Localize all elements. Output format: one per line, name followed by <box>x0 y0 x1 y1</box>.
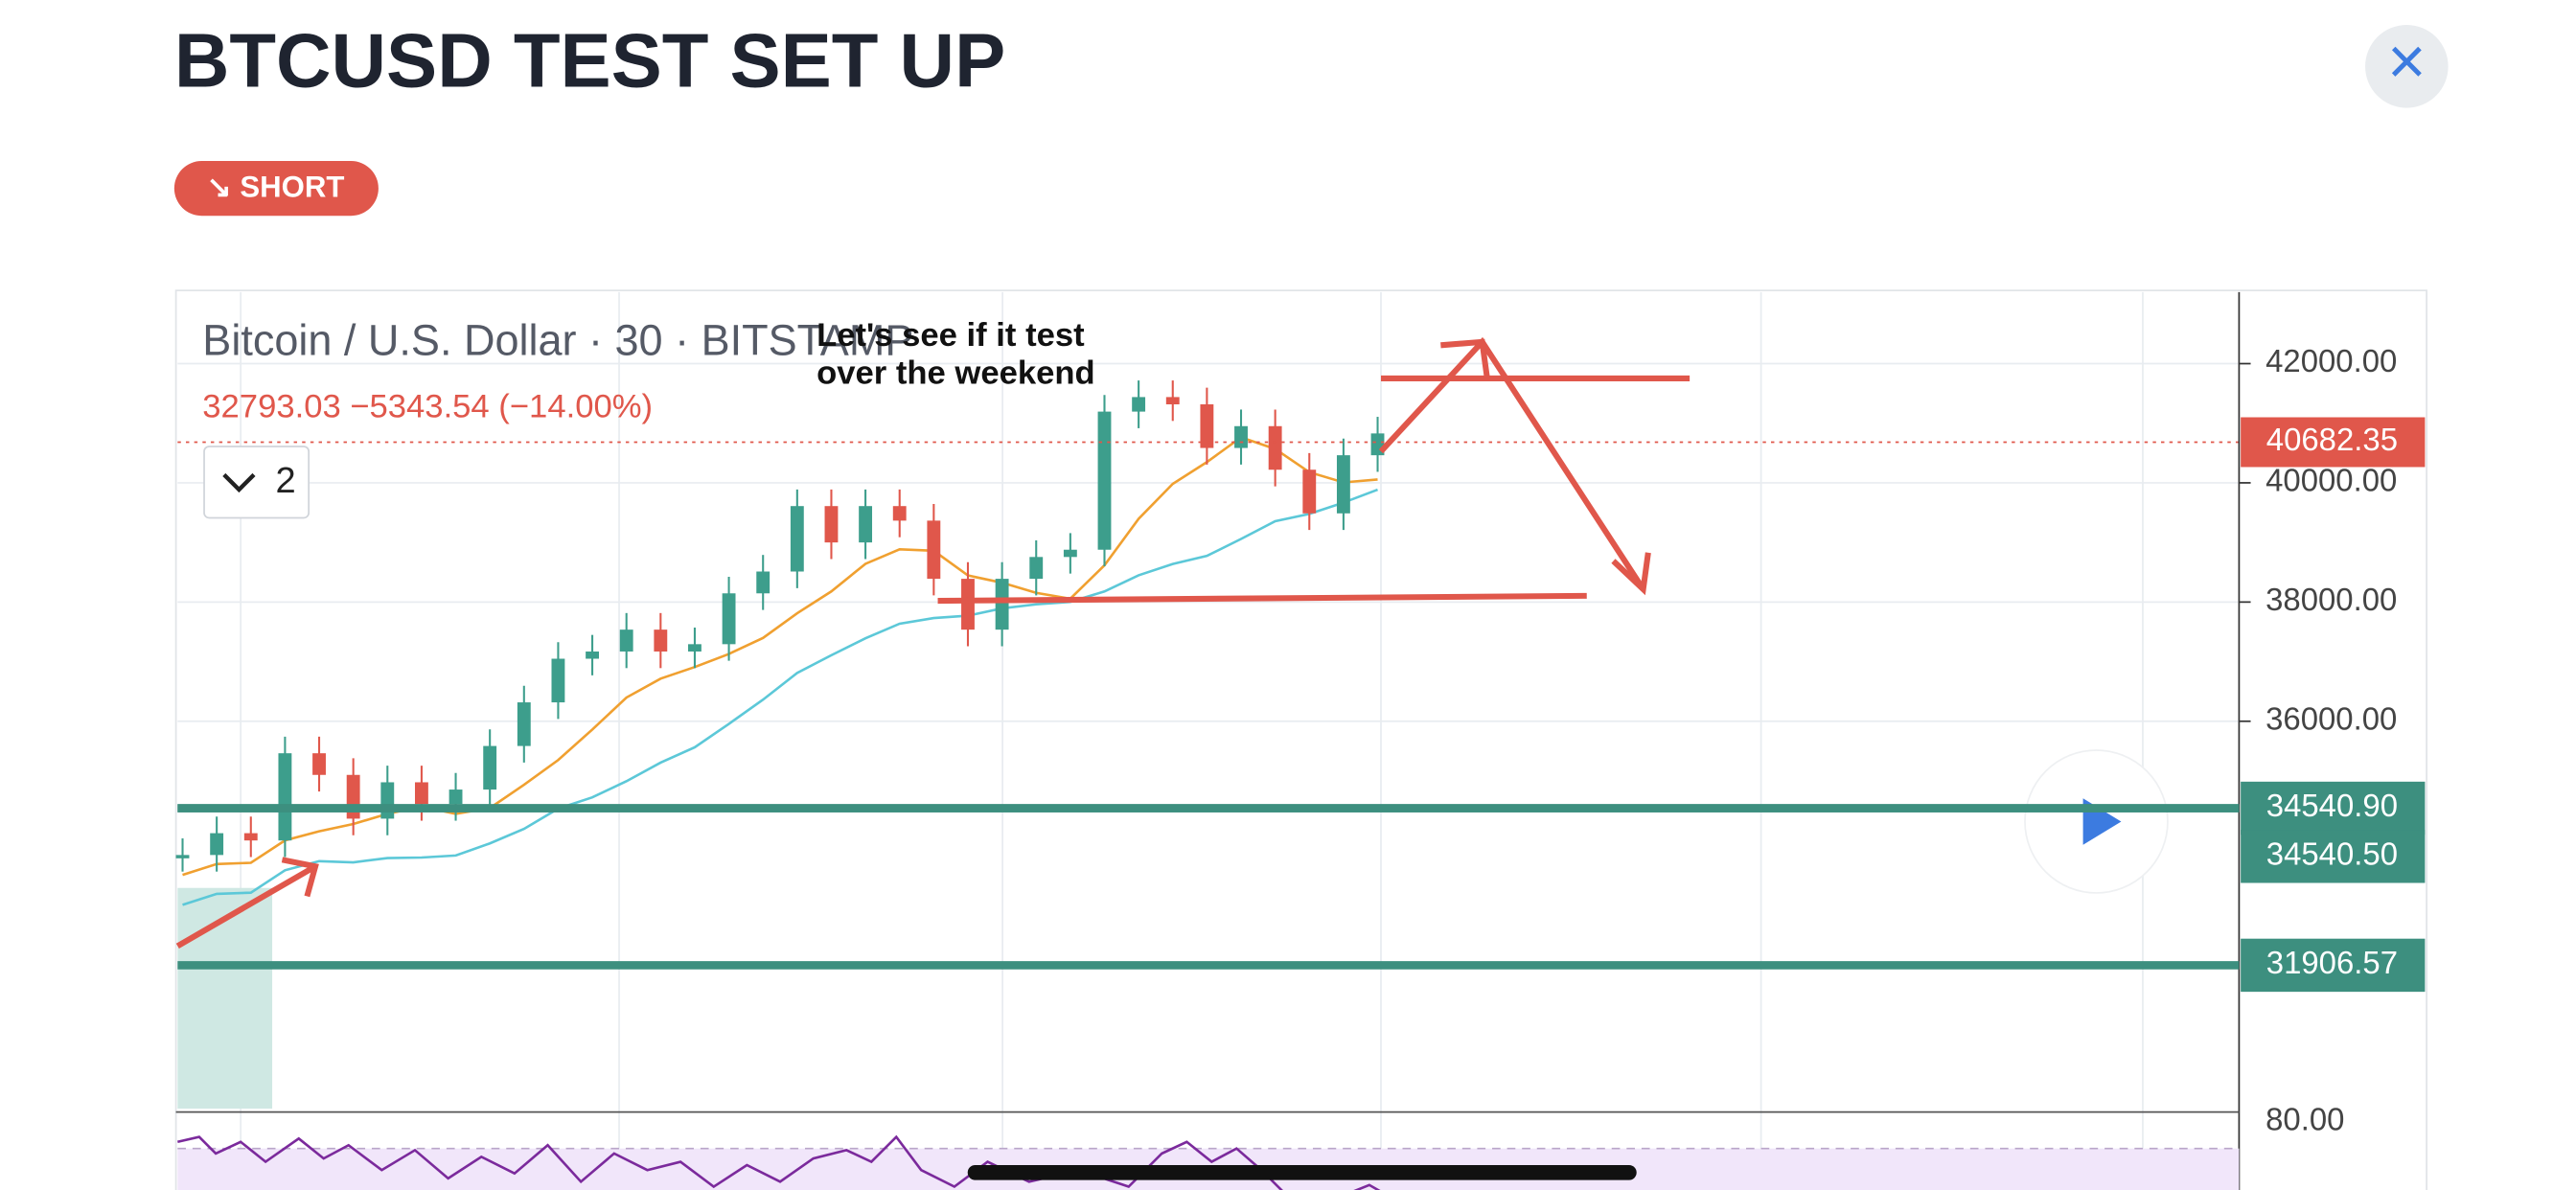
candle <box>586 651 599 659</box>
short-badge[interactable] <box>173 161 379 217</box>
candle <box>1336 455 1350 514</box>
annotation: Let's see if it test <box>816 317 1085 354</box>
level-box <box>2241 830 2426 883</box>
y-tick-label: 42000.00 <box>2266 343 2397 378</box>
level-label: 34540.50 <box>2266 835 2398 871</box>
rsi-line <box>177 1134 1381 1190</box>
candle <box>619 629 633 652</box>
current-price-box <box>2241 417 2426 468</box>
candle <box>1132 397 1146 412</box>
symbol-text: Bitcoin / U.S. Dollar · 30 · BITSTAMP <box>202 315 913 364</box>
indicator-count: 2 <box>276 461 296 501</box>
candle <box>312 753 326 775</box>
candle <box>1029 557 1044 580</box>
close-icon[interactable]: × <box>2387 24 2426 99</box>
moving-average <box>182 488 1378 906</box>
level-label: 31906.57 <box>2266 945 2398 980</box>
y-tick-label: 40000.00 <box>2266 463 2397 498</box>
candle <box>1200 404 1214 448</box>
y-tick-label: 36000.00 <box>2266 700 2397 736</box>
indicator-toggle[interactable] <box>203 446 310 519</box>
y-tick-label: 38000.00 <box>2266 582 2397 617</box>
shaded-range <box>177 887 273 1110</box>
candle <box>1165 397 1180 405</box>
candle <box>756 571 770 594</box>
candle <box>790 506 804 572</box>
candle <box>210 833 224 856</box>
candle <box>859 506 873 543</box>
candle <box>722 593 736 645</box>
candle <box>1234 425 1248 448</box>
badge-text: ↘ SHORT <box>207 171 345 204</box>
candle <box>414 782 428 805</box>
candle <box>892 506 907 521</box>
chart-frame <box>174 289 2427 1190</box>
rsi-tick-label: 80.00 <box>2266 1102 2344 1137</box>
candle <box>1302 469 1317 514</box>
candle <box>517 702 531 746</box>
candle <box>688 644 702 652</box>
candle <box>1268 425 1282 470</box>
level-label: 34540.90 <box>2266 788 2398 823</box>
annotation: over the weekend <box>816 355 1095 392</box>
candle <box>175 855 190 858</box>
home-indicator <box>967 1165 1637 1180</box>
current-price-label: 40682.35 <box>2266 422 2398 457</box>
candle <box>483 745 497 790</box>
marks <box>175 362 2240 906</box>
chevron <box>222 472 256 493</box>
candle <box>380 782 395 819</box>
candle <box>1063 549 1077 558</box>
level-box <box>2241 938 2426 993</box>
candle <box>278 753 292 841</box>
candle <box>961 579 975 630</box>
candle <box>654 629 668 652</box>
level-box <box>2241 781 2426 835</box>
candle <box>927 520 941 580</box>
quote-text: 32793.03 −5343.54 (−14.00%) <box>202 388 653 424</box>
candle <box>995 579 1009 630</box>
candle <box>824 506 839 543</box>
close-button[interactable] <box>2365 24 2449 108</box>
candle <box>243 833 258 841</box>
drawings <box>175 336 1690 949</box>
candle <box>1097 411 1112 550</box>
candle <box>551 658 565 703</box>
title: BTCUSD TEST SET UP <box>174 17 1005 103</box>
candle <box>448 790 463 805</box>
